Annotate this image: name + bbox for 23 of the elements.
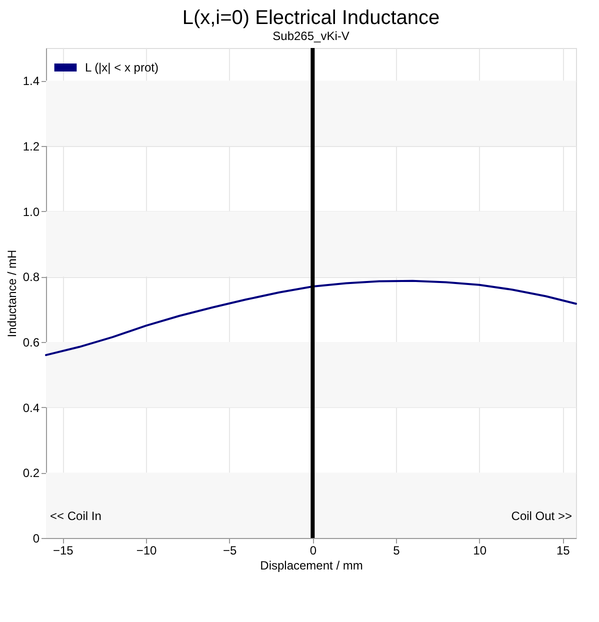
y-tick-label: 1.4 xyxy=(22,74,40,88)
x-tick-label: −15 xyxy=(52,544,74,558)
x-tick-label: 15 xyxy=(556,544,570,558)
y-tick-label: 0.8 xyxy=(22,270,40,284)
x-tick-label: 10 xyxy=(473,544,487,558)
x-tick-label: −5 xyxy=(222,544,237,558)
chart-subtitle: Sub265_vKi-V xyxy=(272,29,350,43)
x-tick-label: 5 xyxy=(393,544,400,558)
annotation: << Coil In xyxy=(50,509,102,523)
y-tick-label: 1.2 xyxy=(22,140,40,154)
legend-label: L (|x| < x prot) xyxy=(85,60,158,74)
x-tick-label: −10 xyxy=(136,544,157,558)
x-tick-label: 0 xyxy=(310,544,317,558)
y-tick-label: 0 xyxy=(32,532,40,546)
y-axis-title: Inductance / mH xyxy=(4,250,19,338)
line-series xyxy=(45,280,577,356)
y-tick-label: 1.0 xyxy=(22,204,40,219)
x-axis-title: Displacement / mm xyxy=(260,558,363,572)
y-tick-label: 0.4 xyxy=(22,400,40,415)
y-tick-label: 0.2 xyxy=(22,466,40,480)
chart-title: L(x,i=0) Electrical Inductance xyxy=(182,7,440,29)
annotation: Coil Out >> xyxy=(511,509,572,523)
y-tick-label: 0.6 xyxy=(22,336,40,350)
